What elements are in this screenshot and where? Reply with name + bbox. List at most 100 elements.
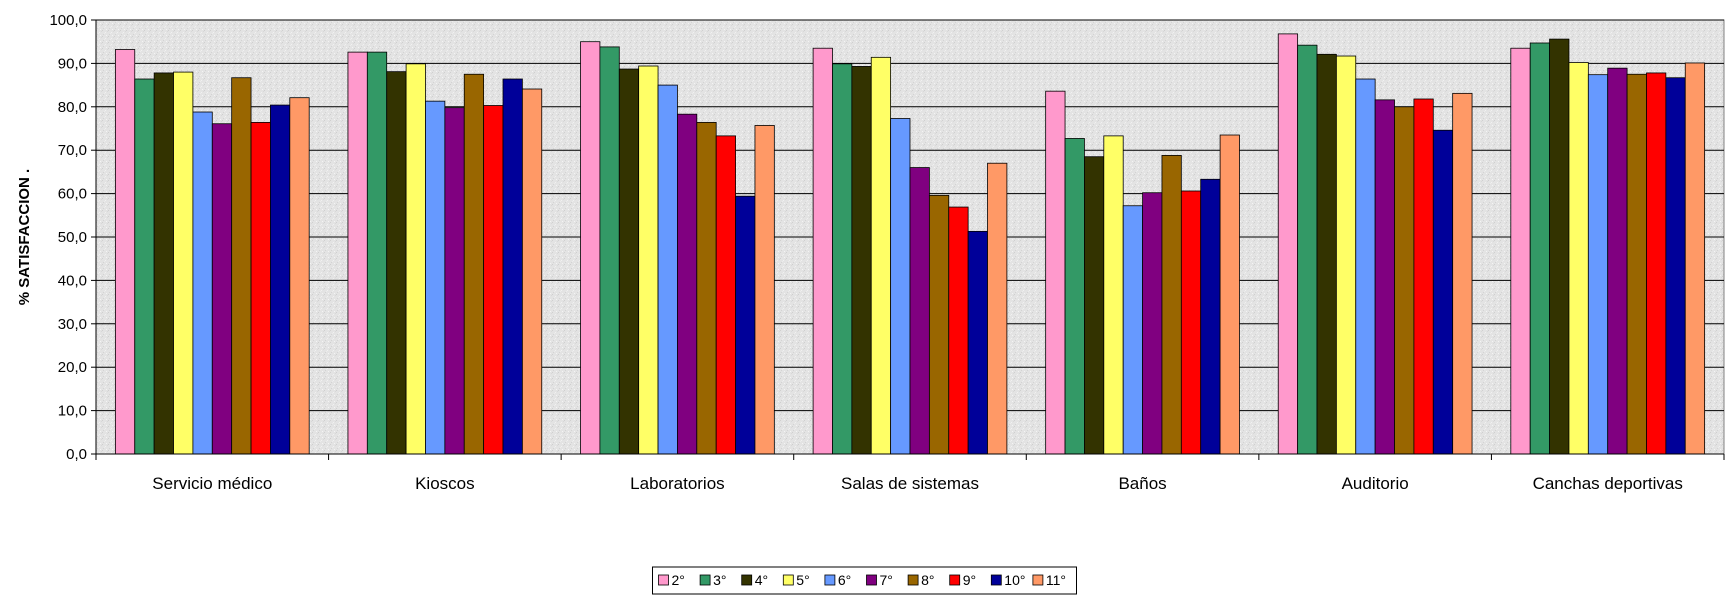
x-category-label: Kioscos	[415, 474, 475, 493]
bar	[521, 88, 543, 455]
bar	[289, 97, 310, 455]
legend-label: 2°	[672, 572, 685, 588]
y-tick-label: 20,0	[58, 359, 87, 376]
legend-swatch	[741, 574, 753, 586]
legend-swatch	[1032, 574, 1044, 586]
bar	[735, 195, 756, 455]
bar	[1084, 156, 1105, 455]
bar	[1335, 55, 1357, 455]
bar	[1549, 38, 1570, 455]
bar	[1297, 44, 1318, 455]
bar	[1587, 74, 1609, 455]
bar	[1316, 53, 1337, 455]
y-tick-label: 100,0	[49, 12, 87, 29]
legend-swatch	[866, 574, 877, 586]
bar	[1646, 72, 1667, 455]
bar	[134, 78, 155, 455]
bar	[909, 167, 930, 455]
bar	[1374, 99, 1395, 455]
bar	[967, 230, 988, 455]
bar	[1568, 62, 1589, 455]
bar	[1665, 77, 1686, 455]
bar	[1142, 192, 1163, 455]
bar	[1626, 73, 1647, 455]
x-category-label: Canchas deportivas	[1533, 474, 1683, 493]
axes: 0,0 10,0 20,0 30,0 40,0 50,0 60,0 70,0 80,0 90,0 1…	[49, 12, 1725, 493]
legend-swatch	[658, 574, 669, 586]
legend-label: 10°	[1004, 572, 1025, 588]
bar	[1684, 62, 1706, 455]
bar	[987, 162, 1008, 455]
bar	[1200, 178, 1221, 455]
bar	[1607, 67, 1628, 455]
bar	[657, 84, 678, 455]
bar	[1413, 98, 1434, 455]
bar	[347, 51, 368, 455]
y-tick-label: 70,0	[58, 142, 87, 159]
legend-label: 6°	[838, 572, 851, 588]
legend: 2° 3° 4° 5° 6° 7° 8° 9° 10° 11°	[652, 566, 1077, 595]
y-tick-label: 60,0	[58, 186, 87, 203]
bar	[250, 122, 271, 455]
legend-swatch	[782, 574, 794, 586]
y-tick-label: 10,0	[58, 403, 87, 420]
bar	[1103, 135, 1124, 455]
bar	[211, 123, 233, 455]
bar	[851, 66, 872, 455]
legend-swatch	[824, 574, 836, 586]
bar	[483, 105, 504, 455]
bar	[192, 111, 213, 455]
bar	[366, 51, 388, 455]
y-tick-label: 90,0	[58, 55, 87, 72]
legend-label: 3°	[713, 572, 726, 588]
legend-box	[652, 566, 1077, 595]
legend-swatch	[990, 574, 1002, 586]
bar	[1064, 138, 1085, 455]
legend-label: 5°	[796, 572, 809, 588]
legend-label: 4°	[755, 572, 768, 588]
bar	[1045, 90, 1066, 455]
bar	[715, 135, 736, 455]
bar	[1452, 92, 1473, 455]
y-tick-label: 40,0	[58, 272, 87, 289]
bar	[173, 71, 194, 455]
legend-label: 9°	[963, 572, 976, 588]
bar	[270, 104, 291, 455]
bar	[890, 118, 911, 455]
y-axis-title: % SATISFACCION .	[16, 169, 33, 305]
bar	[618, 68, 640, 455]
legend-swatch	[949, 574, 961, 586]
bar	[153, 72, 174, 455]
bar	[1122, 205, 1143, 455]
bar	[928, 194, 950, 455]
legend-label: 11°	[1046, 572, 1066, 588]
bar	[870, 56, 892, 455]
bar	[1180, 190, 1202, 455]
bar	[1277, 33, 1299, 455]
bar	[231, 77, 252, 455]
x-category-label: Servicio médico	[152, 474, 272, 493]
bar	[1394, 106, 1415, 455]
x-category-label: Salas de sistemas	[841, 474, 979, 493]
legend-label: 7°	[880, 572, 893, 588]
bar	[1219, 134, 1240, 455]
bar	[463, 73, 485, 455]
bar	[114, 49, 136, 455]
legend-label: 8°	[921, 572, 934, 588]
bar	[502, 78, 523, 455]
legend-swatch	[907, 574, 919, 586]
bars	[114, 33, 1706, 455]
bar	[948, 206, 969, 455]
bar	[696, 122, 717, 455]
x-category-label: Baños	[1118, 474, 1166, 493]
bar	[677, 113, 698, 455]
y-tick-label: 50,0	[58, 229, 87, 246]
bar	[405, 63, 426, 455]
y-tick-label: 80,0	[58, 99, 87, 116]
legend-swatch	[699, 574, 711, 586]
bar	[1161, 155, 1182, 455]
bar	[638, 65, 659, 455]
bar	[580, 41, 601, 455]
